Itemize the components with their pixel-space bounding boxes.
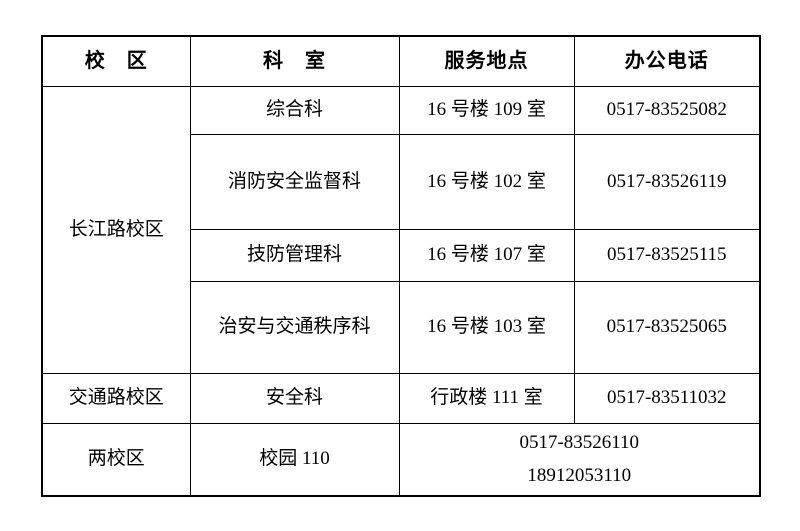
campus-cell: 两校区 <box>41 422 191 497</box>
header-department: 科 室 <box>189 35 400 87</box>
department-cell: 消防安全监督科 <box>189 133 400 230</box>
table-row: 消防安全监督科 16 号楼 102 室 0517-83526119 <box>42 133 761 230</box>
phone-cell: 0517-83525065 <box>573 280 761 374</box>
phone-cell-merged: 0517-83526110 18912053110 <box>398 422 761 497</box>
phone-cell: 0517-83525115 <box>573 228 761 282</box>
table-row: 交通路校区 安全科 行政楼 111 室 0517-83511032 <box>41 372 761 424</box>
contact-table-container: 校 区 科 室 服务地点 办公电话 长江路校区 综合科 16 号楼 109 室 … <box>41 35 761 497</box>
phone-cell: 0517-83526119 <box>573 133 761 230</box>
header-phone: 办公电话 <box>573 35 761 87</box>
department-cell: 安全科 <box>189 372 400 424</box>
campus-cell: 长江路校区 <box>41 85 191 374</box>
contact-table: 校 区 科 室 服务地点 办公电话 长江路校区 综合科 16 号楼 109 室 … <box>41 35 761 497</box>
table-row: 两校区 校园 110 0517-83526110 18912053110 <box>41 422 761 497</box>
location-cell: 16 号楼 102 室 <box>398 133 575 230</box>
phone-line-2: 18912053110 <box>527 465 632 487</box>
campus-cell: 交通路校区 <box>41 372 191 424</box>
phone-cell: 0517-83511032 <box>573 372 761 424</box>
location-cell: 16 号楼 107 室 <box>398 228 575 282</box>
department-cell: 综合科 <box>189 85 400 135</box>
header-location: 服务地点 <box>398 35 575 87</box>
department-cell: 治安与交通秩序科 <box>189 280 400 374</box>
phone-cell: 0517-83525082 <box>573 85 761 135</box>
table-row: 技防管理科 16 号楼 107 室 0517-83525115 <box>42 228 761 282</box>
location-cell: 行政楼 111 室 <box>398 372 575 424</box>
location-cell: 16 号楼 109 室 <box>398 85 575 135</box>
header-campus: 校 区 <box>41 35 191 87</box>
location-cell: 16 号楼 103 室 <box>398 280 575 374</box>
phone-line-1: 0517-83526110 <box>519 432 640 454</box>
department-cell: 校园 110 <box>189 422 400 497</box>
table-row: 治安与交通秩序科 16 号楼 103 室 0517-83525065 <box>42 280 761 374</box>
department-cell: 技防管理科 <box>189 228 400 282</box>
header-row: 校 区 科 室 服务地点 办公电话 <box>41 35 761 87</box>
table-row: 长江路校区 综合科 16 号楼 109 室 0517-83525082 <box>41 85 761 374</box>
